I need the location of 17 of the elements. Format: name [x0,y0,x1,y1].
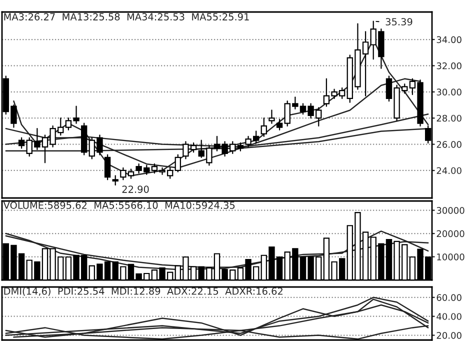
y-tick-label: 60.00 [436,294,462,301]
y-tick-label: 40.00 [436,313,462,320]
y-tick-label: 26.00 [436,141,462,148]
y-tick-label: 20.00 [436,332,462,339]
annotation: 22.90 [122,186,149,193]
annotation: DMI(14,6) PDI:25.54 MDI:12.89 ADX:22.15 ADXR:16.62 [4,287,282,296]
y-tick-label: 24.00 [436,167,462,174]
y-tick-label: 10000 [437,253,464,260]
annotation: MA3:26.27 MA13:25.58 MA34:25.53 MA55:25.91 [4,13,249,20]
annotation: VOLUME:5895.62 MA5:5566.10 MA10:5924.35 [3,202,235,209]
y-tick-label: 30.00 [436,88,462,96]
y-tick-label: 32.00 [436,62,462,70]
annotation: 35.39 [386,18,412,26]
y-tick-label: 30000 [436,207,464,214]
y-tick-label: 34.00 [436,36,462,44]
y-tick-label: 20000 [436,230,464,238]
y-tick-label: 28.00 [436,114,462,122]
